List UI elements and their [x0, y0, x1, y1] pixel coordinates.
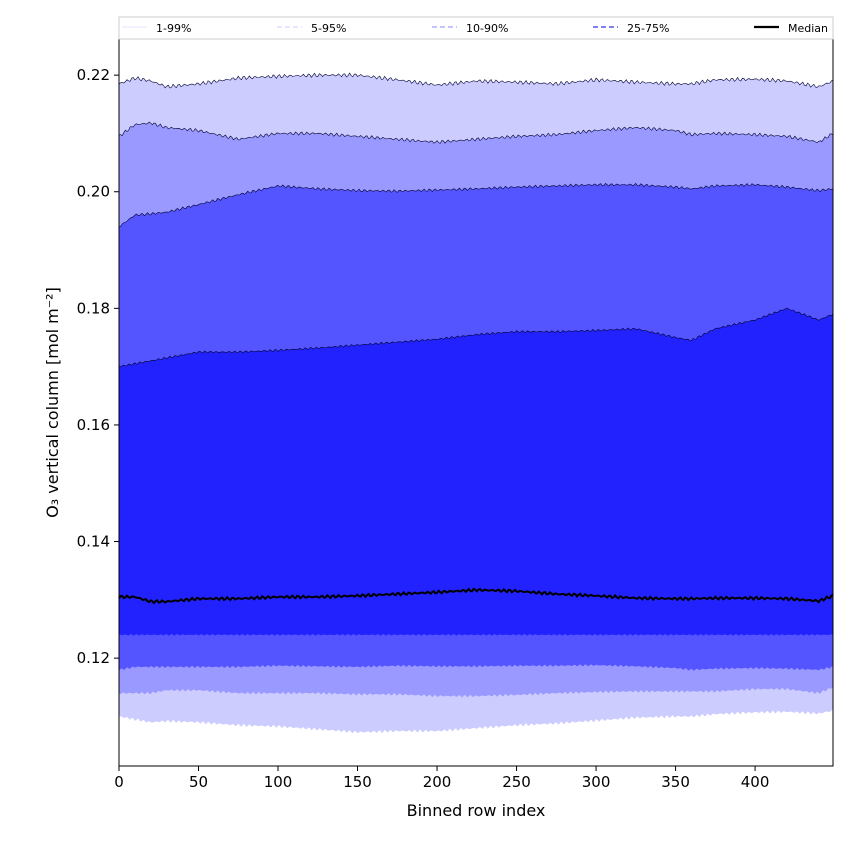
bands-group: [119, 73, 833, 734]
legend: 1-99% 5-95% 10-90% 25-75% Median: [118, 16, 834, 40]
x-tick-label: 250: [502, 773, 531, 791]
y-tick-label: 0.12: [77, 649, 110, 667]
band-upper-line-10-90%: [118, 182, 834, 227]
x-tick-label: 350: [661, 773, 690, 791]
y-tick-label: 0.16: [77, 416, 110, 434]
y-axis-label: O₃ vertical column [mol m⁻²]: [43, 287, 62, 518]
x-axis-label: Binned row index: [407, 801, 546, 820]
band-25-75%: [119, 308, 833, 636]
y-tick-label: 0.14: [77, 533, 110, 551]
x-tick-label: 150: [343, 773, 372, 791]
median-group: [118, 587, 834, 605]
legend-label-Median: Median: [788, 22, 828, 35]
y-tick-label: 0.22: [77, 66, 110, 84]
x-tick-label: 50: [189, 773, 208, 791]
legend-box: [118, 16, 834, 40]
x-tick-label: 200: [423, 773, 452, 791]
x-tick-label: 300: [582, 773, 611, 791]
x-tick-label: 400: [741, 773, 770, 791]
median-line: [118, 587, 834, 605]
band-border-lines-group: [118, 72, 834, 368]
band-upper-line-1-99%: [118, 72, 834, 89]
legend-label-10-90%: 10-90%: [466, 22, 508, 35]
y-tick-label: 0.18: [77, 299, 110, 317]
band-upper-line-25-75%: [118, 307, 834, 368]
x-axis: 0 50 100 150 200 250 300 350 400: [114, 766, 769, 791]
band-upper-line-5-95%: [118, 121, 834, 144]
legend-label-5-95%: 5-95%: [311, 22, 346, 35]
legend-label-1-99%: 1-99%: [156, 22, 191, 35]
x-tick-label: 100: [264, 773, 293, 791]
y-axis: 0.12 0.14 0.16 0.18 0.20 0.22: [77, 66, 119, 667]
legend-label-25-75%: 25-75%: [627, 22, 669, 35]
y-tick-label: 0.20: [77, 183, 110, 201]
x-tick-label: 0: [114, 773, 124, 791]
